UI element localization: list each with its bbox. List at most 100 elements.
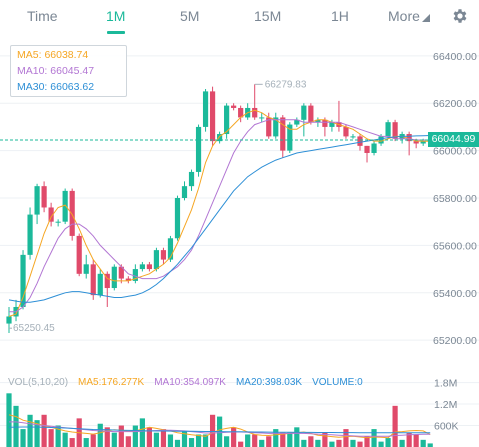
price-tick-label: 65400.00 xyxy=(433,288,477,300)
volume-bar xyxy=(6,393,12,447)
volume-grid xyxy=(0,382,479,427)
legend-ma5-label: MA5: xyxy=(17,49,42,61)
tab-more[interactable]: More xyxy=(388,8,430,24)
candle-body xyxy=(34,186,40,215)
moving-average-lines xyxy=(8,109,431,317)
volume-bar xyxy=(202,434,209,447)
candle-body xyxy=(329,122,335,127)
candle-body xyxy=(357,136,363,146)
volume-ma-lines xyxy=(8,414,431,439)
candle-body xyxy=(139,264,145,270)
tab-time[interactable]: Time xyxy=(27,8,58,24)
dropdown-arrow-icon xyxy=(421,14,430,22)
ma30-line xyxy=(8,135,431,303)
legend-ma30: MA30: 66063.62 xyxy=(17,79,126,95)
candle-body xyxy=(231,105,237,108)
candle-body xyxy=(364,145,370,153)
volume-bar xyxy=(90,434,96,447)
price-tick-label: 65200.00 xyxy=(433,335,477,347)
candle-body xyxy=(420,141,426,144)
volume-bar xyxy=(252,434,258,447)
volume-bar xyxy=(97,423,103,447)
ma-legend: MA5: 66038.74 MA10: 66045.47 MA30: 66063… xyxy=(10,45,127,97)
volume-bar xyxy=(427,443,433,447)
candle-body xyxy=(266,117,272,137)
candle-body xyxy=(167,238,174,260)
price-tick-label: 66400.00 xyxy=(433,51,477,63)
candle-body xyxy=(273,117,279,137)
volume-bar xyxy=(385,438,391,447)
candle-body xyxy=(195,126,202,172)
volume-bar xyxy=(69,438,75,447)
volume-axis: 1.8M 1.2M 600K xyxy=(434,378,459,433)
volume-bar xyxy=(336,439,342,447)
candle-body xyxy=(90,264,96,296)
gear-icon[interactable] xyxy=(451,7,469,25)
legend-ma5: MA5: 66038.74 xyxy=(17,47,126,63)
candle-body xyxy=(217,134,223,142)
volume-bar xyxy=(287,432,293,447)
candle-body xyxy=(202,91,209,127)
candle-body xyxy=(104,273,110,289)
volume-bar xyxy=(181,430,188,447)
volume-bar xyxy=(111,432,117,447)
price-tick-label: 65600.00 xyxy=(433,240,477,252)
volume-bar xyxy=(125,436,131,447)
volume-bar xyxy=(48,429,54,447)
volume-ma5-line xyxy=(8,414,431,439)
volume-bar xyxy=(13,405,19,447)
candle-body xyxy=(48,207,54,222)
volume-bar xyxy=(209,414,216,447)
candle-body xyxy=(392,122,398,139)
legend-ma10-value: 66045.47 xyxy=(50,65,95,77)
tab-1m[interactable]: 1M xyxy=(106,8,126,24)
high-price-label: 66279.83 xyxy=(265,79,307,90)
volume-bar xyxy=(399,439,405,447)
volume-bar xyxy=(294,427,300,447)
current-price-tag: 66044.99 xyxy=(428,132,479,147)
active-tab-indicator xyxy=(107,31,125,34)
candle-body xyxy=(280,117,286,151)
price-axis: 65200.00 65400.00 65600.00 65800.00 66000.00… xyxy=(433,51,477,347)
legend-ma30-value: 66063.62 xyxy=(50,81,95,93)
candle-body xyxy=(238,107,244,118)
low-price-label: 65250.45 xyxy=(13,323,55,334)
tab-15m[interactable]: 15M xyxy=(254,8,282,24)
volume-bar xyxy=(188,438,195,447)
volume-bar xyxy=(231,427,237,447)
candle-body xyxy=(27,214,33,255)
volume-bar xyxy=(104,427,110,447)
volume-bar xyxy=(167,434,174,447)
volume-bar xyxy=(118,425,124,447)
candle-body xyxy=(259,117,265,119)
candle-body xyxy=(322,119,328,127)
volume-bar xyxy=(322,432,328,447)
tab-1h[interactable]: 1H xyxy=(331,8,349,24)
candle-body xyxy=(55,221,61,223)
volume-bars xyxy=(6,393,433,447)
volume-bar xyxy=(343,429,349,447)
candle-body xyxy=(413,141,419,144)
tab-5m[interactable]: 5M xyxy=(180,8,200,24)
candle-body xyxy=(69,190,75,236)
volume-bar xyxy=(280,432,286,447)
candle-body xyxy=(308,105,314,123)
candlestick-chart[interactable]: 65200.00 65400.00 65600.00 65800.00 66000.00… xyxy=(0,34,479,447)
volume-bar xyxy=(62,432,68,447)
volume-legend-ma5: MA5:176.277K xyxy=(78,377,145,388)
volume-bar xyxy=(308,436,314,447)
legend-ma10-label: MA10: xyxy=(17,65,48,77)
candle-body xyxy=(287,124,293,151)
volume-bar xyxy=(146,427,152,447)
ma10-line xyxy=(9,119,431,313)
ma5-line xyxy=(8,109,431,317)
legend-ma30-label: MA30: xyxy=(17,81,48,93)
candle-body xyxy=(97,273,103,296)
volume-bar xyxy=(174,439,181,447)
volume-bar xyxy=(245,434,251,447)
volume-legend-volume: VOLUME:0 xyxy=(312,377,363,388)
volume-bar xyxy=(83,438,89,447)
volume-bar xyxy=(371,429,377,447)
volume-bar xyxy=(41,414,47,447)
candle-body xyxy=(111,266,117,289)
